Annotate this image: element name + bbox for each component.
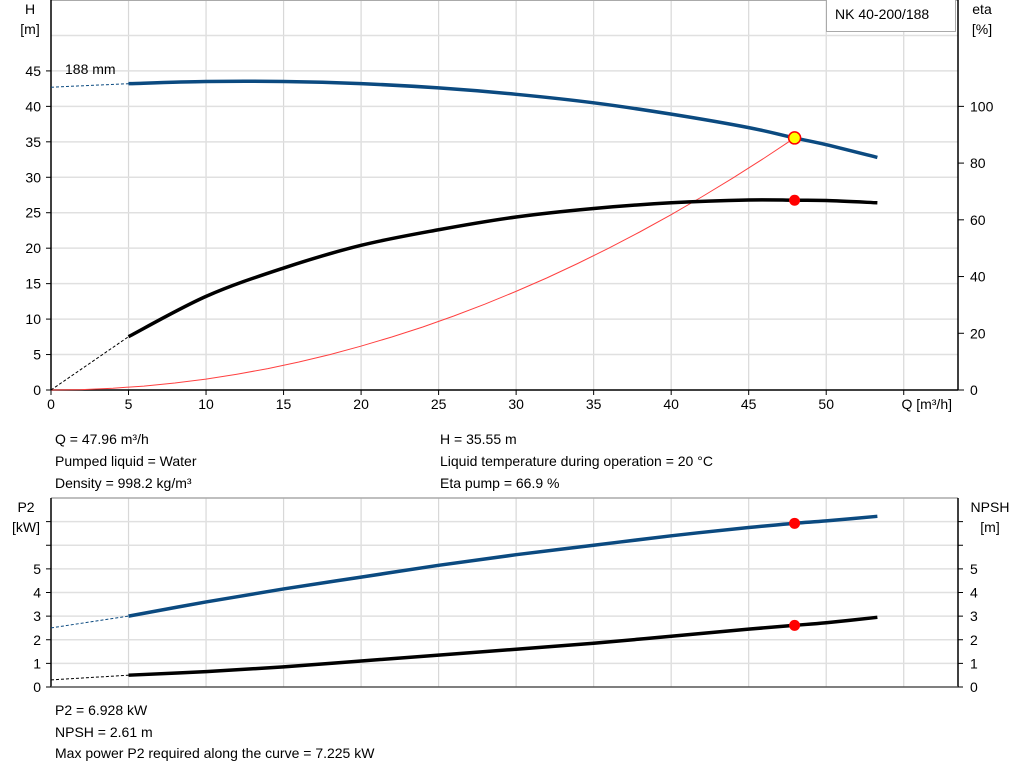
y-axis-label-right: NPSH [971,499,1010,515]
pump-model-label: NK 40-200/188 [826,0,956,32]
info-flow: Q = 47.96 m³/h [55,431,149,447]
info-max-power: Max power P2 required along the curve = … [55,745,375,761]
x-tick-label: 25 [431,396,447,412]
y-axis-label-right-unit: [%] [972,21,992,37]
y-axis-label-right: eta [972,1,992,17]
y-tick-label-right: 100 [970,98,994,114]
eta-curve-extrapolated [50,336,129,391]
y-tick-label-right: 0 [970,679,978,695]
y-tick-label-right: 20 [970,325,986,341]
head-curve-extrapolated [50,83,129,88]
y-tick-label-left: 40 [25,98,41,114]
x-tick-label: 45 [741,396,757,412]
p2-curve [128,514,878,618]
x-tick-label: 0 [47,396,55,412]
eta-duty-marker [789,194,801,206]
system-curve [50,137,795,391]
y-tick-label-right: 4 [970,585,978,601]
y-tick-label-left: 5 [33,561,41,577]
duty-point-marker [787,131,802,145]
impeller-diameter-label: 188 mm [65,61,116,77]
head-curve [128,79,878,160]
y-tick-label-left: 25 [25,205,41,221]
y-tick-label-right: 5 [970,561,978,577]
y-tick-label-left: 30 [25,169,41,185]
info-temperature: Liquid temperature during operation = 20… [440,453,713,469]
eta-curve [127,198,878,339]
y-axis-label-left: H [25,1,35,17]
x-axis-label: Q [m³/h] [901,396,952,412]
y-tick-label-left: 1 [33,655,41,671]
npsh-duty-marker [789,619,801,631]
info-npsh: NPSH = 2.61 m [55,724,153,740]
info-liquid: Pumped liquid = Water [55,453,197,469]
y-axis-label-left-unit: [kW] [12,519,40,535]
y-tick-label-right: 80 [970,155,986,171]
y-tick-label-right: 0 [970,382,978,398]
y-axis-label-left: P2 [17,499,34,515]
info-eta: Eta pump = 66.9 % [440,475,560,491]
x-tick-label: 20 [353,396,369,412]
y-tick-label-right: 3 [970,608,978,624]
y-tick-label-left: 15 [25,276,41,292]
x-tick-label: 15 [276,396,292,412]
y-tick-label-left: 0 [33,679,41,695]
x-tick-label: 10 [198,396,214,412]
y-tick-label-left: 45 [25,63,41,79]
y-tick-label-right: 60 [970,212,986,228]
p2-duty-marker [789,517,801,529]
x-tick-label: 30 [508,396,524,412]
info-p2: P2 = 6.928 kW [55,702,148,718]
y-tick-label-left: 2 [33,632,41,648]
y-tick-label-left: 0 [33,382,41,398]
info-head: H = 35.55 m [440,431,517,447]
y-tick-label-right: 1 [970,655,978,671]
npsh-curve-extrapolated [50,674,129,681]
x-tick-label: 50 [818,396,834,412]
y-tick-label-right: 2 [970,632,978,648]
npsh-curve [128,615,878,677]
x-tick-label: 40 [663,396,679,412]
y-axis-label-right-unit: [m] [980,519,999,535]
y-axis-label-left-unit: [m] [20,21,39,37]
y-tick-label-left: 20 [25,240,41,256]
x-tick-label: 35 [586,396,602,412]
x-tick-label: 5 [125,396,133,412]
info-density: Density = 998.2 kg/m³ [55,475,192,491]
y-tick-label-left: 5 [33,347,41,363]
y-tick-label-left: 35 [25,134,41,150]
y-tick-label-left: 3 [33,608,41,624]
y-tick-label-right: 40 [970,269,986,285]
y-tick-label-left: 10 [25,311,41,327]
y-tick-label-left: 4 [33,585,41,601]
p2-curve-extrapolated [50,615,129,629]
